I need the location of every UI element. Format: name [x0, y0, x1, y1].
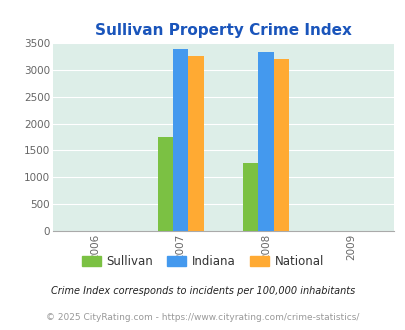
Bar: [258, 52, 273, 231]
Bar: [242, 163, 258, 231]
Bar: [273, 59, 288, 231]
Text: © 2025 CityRating.com - https://www.cityrating.com/crime-statistics/: © 2025 CityRating.com - https://www.city…: [46, 313, 359, 322]
Bar: [188, 56, 203, 231]
Title: Sullivan Property Crime Index: Sullivan Property Crime Index: [95, 22, 351, 38]
Bar: [173, 49, 188, 231]
Text: Crime Index corresponds to incidents per 100,000 inhabitants: Crime Index corresponds to incidents per…: [51, 286, 354, 296]
Bar: [157, 137, 173, 231]
Legend: Sullivan, Indiana, National: Sullivan, Indiana, National: [77, 250, 328, 273]
